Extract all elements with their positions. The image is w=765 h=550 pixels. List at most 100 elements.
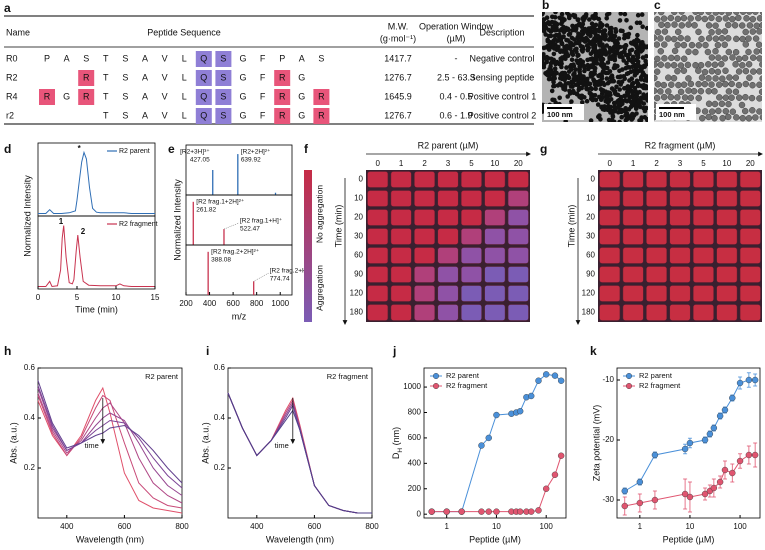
description: Positive control 1 [468, 91, 537, 101]
residue: S [122, 53, 128, 63]
residue: G [298, 72, 305, 82]
particle [630, 64, 635, 70]
particle [620, 28, 625, 34]
particle [585, 31, 591, 37]
peptide-name: r2 [6, 110, 14, 120]
particle [570, 24, 576, 29]
well [622, 247, 644, 264]
residue: G [239, 72, 246, 82]
well [437, 171, 459, 188]
peak-label: [R2 frag.1+H]⁺ [240, 218, 283, 225]
color-bar-label: No aggregation [314, 185, 324, 243]
particle [745, 61, 753, 68]
particle [597, 94, 602, 100]
y-axis-label: Abs. (a.u.) [200, 422, 210, 464]
plot-frame [423, 367, 567, 519]
data-point [651, 451, 659, 459]
particle [581, 81, 586, 87]
peak-mz: 261.82 [196, 207, 216, 214]
y-tick-label: 0.6 [214, 363, 226, 372]
particle [625, 90, 631, 95]
particle [602, 107, 607, 112]
particle [685, 48, 692, 56]
particle [610, 78, 615, 84]
plate-row-label: 60 [586, 251, 595, 260]
residue: R [279, 110, 286, 120]
particle [749, 15, 757, 23]
particle [698, 35, 705, 43]
well [646, 171, 668, 188]
residue: R [279, 91, 286, 101]
particle [654, 12, 657, 15]
particle [564, 50, 569, 55]
plate-row-label: 120 [582, 289, 596, 298]
well [390, 171, 412, 188]
plate-column-label: 20 [514, 159, 523, 168]
particle [739, 12, 747, 15]
particle [568, 43, 574, 48]
x-tick-label: 100 [540, 522, 554, 531]
particle [674, 94, 681, 101]
particle [577, 39, 582, 45]
particle [719, 114, 726, 122]
well [669, 247, 691, 264]
particle [716, 94, 723, 101]
particle [722, 67, 729, 75]
legend-marker [626, 383, 633, 390]
residue: R [83, 72, 90, 82]
particle [618, 108, 624, 114]
particle [582, 68, 587, 74]
particle [612, 43, 618, 49]
plate-column-label: 2 [654, 159, 659, 168]
table-header: Operation Window [419, 21, 494, 31]
legend-label: R2 fragment [639, 381, 681, 390]
particle [622, 76, 627, 81]
well [390, 209, 412, 226]
particle [718, 100, 726, 108]
well [507, 228, 529, 245]
particle [623, 85, 629, 91]
well [646, 285, 668, 302]
data-point [745, 451, 753, 459]
particle [551, 79, 556, 85]
x-tick-label: 15 [151, 293, 160, 302]
residue: V [162, 91, 168, 101]
well [692, 190, 714, 207]
well [669, 171, 691, 188]
residue: S [220, 110, 226, 120]
particle [566, 69, 572, 74]
data-point [729, 469, 736, 477]
well [390, 304, 412, 321]
legend-label: R2 parent [119, 148, 150, 155]
residue-highlight [195, 108, 212, 124]
particle [729, 108, 737, 115]
particle [664, 21, 671, 29]
particle [670, 35, 678, 43]
plot-frame [37, 367, 183, 519]
particle [612, 33, 618, 39]
particle [582, 65, 587, 70]
panel-label: b [542, 0, 549, 12]
particle [705, 35, 713, 42]
peak-label: [R2 frag.2+2H]²⁺ [211, 249, 260, 256]
particle [642, 85, 647, 90]
particle [613, 29, 619, 34]
data-point [751, 451, 759, 459]
particle [722, 107, 730, 115]
particle [569, 79, 574, 85]
well [669, 209, 691, 226]
well [484, 247, 506, 264]
particle [635, 80, 640, 85]
plate-row-label: 0 [359, 175, 364, 184]
particle [608, 104, 614, 110]
particle [542, 52, 546, 57]
panel-annotation: time [275, 441, 289, 450]
particle [593, 86, 598, 92]
particle [728, 80, 735, 88]
residue: S [220, 53, 226, 63]
particle [671, 21, 678, 28]
particle [681, 94, 689, 101]
particle [566, 75, 572, 81]
particle [633, 93, 639, 98]
series-line [431, 373, 562, 513]
